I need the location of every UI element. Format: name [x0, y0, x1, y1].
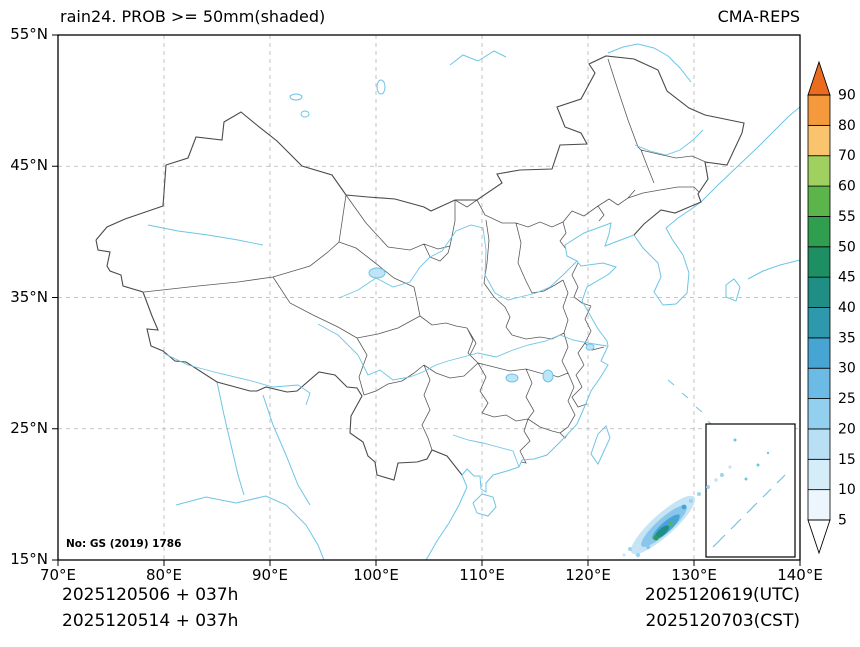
colorbar-tick-label: 90 — [838, 88, 856, 104]
colorbar-tick-label: 50 — [838, 239, 856, 255]
probability-shading — [622, 465, 732, 558]
china-coastline-rivers — [147, 129, 704, 517]
taihu-lake — [585, 343, 595, 351]
map-license-note: No: GS (2019) 1786 — [66, 538, 181, 550]
vietnam-coastline — [425, 474, 468, 560]
colorbar-segment — [807, 337, 831, 369]
colorbar-segments — [807, 60, 831, 555]
probability-colorbar: 5 10 15 20 25 30 35 40 45 50 55 60 70 80 90 — [807, 60, 856, 555]
taiwan-island — [590, 425, 611, 465]
pearl-river — [452, 434, 520, 468]
colorbar-tick-label: 45 — [838, 270, 856, 286]
x-tick-label: 70°E — [39, 566, 77, 584]
init-time-utc: 2025120506 + 037h — [62, 585, 239, 605]
colorbar-segment — [807, 489, 831, 521]
colorbar-segment — [807, 276, 831, 308]
colorbar-tick-label: 80 — [838, 118, 856, 134]
amur-river — [607, 43, 692, 83]
south-china-sea-inset — [705, 423, 796, 558]
colorbar-segment — [807, 216, 831, 248]
colorbar-segment — [807, 307, 831, 339]
x-tick-label: 140°E — [777, 566, 823, 584]
colorbar-segment — [807, 367, 831, 399]
uvs-lake — [289, 93, 303, 101]
x-tick-label: 90°E — [251, 566, 289, 584]
axis-ticks — [52, 34, 801, 566]
y-tick-label: 45°N — [10, 156, 48, 175]
nine-dash-line — [712, 474, 786, 548]
foreign-coastline-rivers — [175, 43, 800, 560]
japan-coastline — [725, 259, 800, 302]
china-map: No: GS (2019) 1786 — [52, 34, 801, 566]
valid-time-utc: 2025120619(UTC) — [644, 585, 800, 605]
plot-frame — [57, 34, 801, 561]
valid-time-cst: 2025120703(CST) — [645, 611, 800, 631]
colorbar-tick-label: 55 — [838, 209, 856, 225]
colorbar-tick-label: 40 — [838, 300, 856, 316]
colorbar-segment — [807, 246, 831, 278]
yellow-river — [338, 224, 578, 301]
khyargas-lake — [300, 110, 310, 118]
colorbar-segment — [807, 398, 831, 430]
yangtze-river — [317, 323, 608, 381]
hainan-island — [472, 493, 497, 517]
colorbar-arrow-top — [807, 60, 831, 96]
colorbar-tick-label: 10 — [838, 482, 856, 498]
colorbar-tick-label: 20 — [838, 421, 856, 437]
colorbar-segment — [807, 155, 831, 187]
bay-of-bengal-coastline — [175, 495, 325, 560]
init-time-cst: 2025120514 + 037h — [62, 611, 239, 631]
yarlung-river — [162, 352, 311, 406]
colorbar-tick-label: 25 — [838, 391, 856, 407]
colorbar-segment — [807, 458, 831, 491]
russia-coastline — [700, 106, 800, 203]
colorbar-tick-label: 5 — [838, 513, 847, 529]
x-tick-label: 80°E — [145, 566, 183, 584]
x-tick-label: 100°E — [353, 566, 399, 584]
colorbar-segment — [807, 185, 831, 217]
poyang-lake — [542, 369, 554, 383]
y-tick-label: 25°N — [10, 418, 48, 437]
figure-title: rain24. PROB >= 50mm(shaded) — [60, 7, 326, 26]
colorbar-labels: 5 10 15 20 25 30 35 40 45 50 55 60 70 80 90 — [838, 88, 856, 529]
province-boundaries — [143, 58, 709, 464]
y-tick-label: 15°N — [10, 550, 48, 568]
colorbar-tick-label: 35 — [838, 330, 856, 346]
songhua-river — [634, 129, 704, 156]
x-tick-label: 110°E — [459, 566, 505, 584]
colorbar-arrow-bottom — [807, 519, 831, 555]
colorbar-tick-label: 70 — [838, 148, 856, 164]
mongolia-rivers — [449, 50, 507, 66]
india-rivers — [216, 381, 311, 506]
colorbar-tick-label: 30 — [838, 361, 856, 377]
x-tick-label: 120°E — [565, 566, 611, 584]
gridlines — [58, 35, 800, 560]
inset-islands — [733, 438, 770, 481]
y-tick-label: 55°N — [10, 25, 48, 43]
tarim-river — [147, 224, 264, 246]
colorbar-segment — [807, 124, 831, 157]
china-coastline — [461, 222, 635, 493]
qinghai-lake — [368, 267, 386, 279]
colorbar-tick-label: 60 — [838, 179, 856, 195]
colorbar-segment — [807, 428, 831, 460]
korea-coastline — [633, 201, 702, 306]
colorbar-segment — [807, 94, 831, 126]
dongting-lake — [505, 373, 519, 383]
ryukyu-islands — [667, 379, 714, 427]
hovsgol-lake — [376, 79, 386, 95]
x-tick-label: 130°E — [671, 566, 717, 584]
model-name: CMA-REPS — [717, 7, 800, 26]
y-tick-label: 35°N — [10, 287, 48, 306]
colorbar-tick-label: 15 — [838, 452, 856, 468]
china-national-border — [95, 55, 745, 481]
